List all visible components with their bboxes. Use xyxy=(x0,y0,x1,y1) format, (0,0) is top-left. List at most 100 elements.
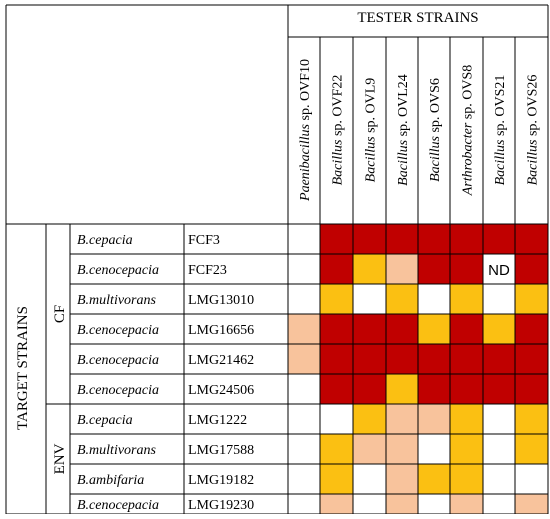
heatmap-cell xyxy=(515,314,548,344)
target-species: B.cepacia xyxy=(77,413,133,428)
heatmap-cell xyxy=(288,434,320,464)
heatmap-cell xyxy=(483,344,515,374)
heatmap-cell xyxy=(386,224,418,254)
tester-strains-title: TESTER STRAINS xyxy=(357,10,478,26)
tester-strain-header: Bacillus sp. OVL9 xyxy=(364,78,379,183)
heatmap-cell xyxy=(353,344,386,374)
target-group-labels: CF ENV xyxy=(52,305,68,475)
heatmap-cell xyxy=(515,254,548,284)
target-strain-id: LMG13010 xyxy=(188,293,254,308)
heatmap-cell xyxy=(288,464,320,494)
heatmap-cell xyxy=(450,494,483,514)
target-strain-id: LMG16656 xyxy=(188,323,254,338)
heatmap-cell xyxy=(483,404,515,434)
heatmap-cell xyxy=(353,314,386,344)
target-species: B.cepacia xyxy=(77,233,133,248)
target-strain-id: LMG24506 xyxy=(188,383,254,398)
target-strains-title: TARGET STRAINS xyxy=(15,306,31,430)
target-strain-rows: B.cepacia FCF3 B.cenocepacia FCF23 B.multivo… xyxy=(77,233,254,513)
target-species: B.multivorans xyxy=(77,293,156,308)
target-species: B.cenocepacia xyxy=(77,323,159,338)
tester-strain-headers: Paenibacillus sp. OVF10 Bacillus sp. OVF2… xyxy=(298,59,541,202)
heatmap-cell xyxy=(418,434,450,464)
heatmap-cell xyxy=(386,404,418,434)
heatmap-cell xyxy=(515,374,548,404)
heatmap-cell xyxy=(320,284,353,314)
target-species: B.cenocepacia xyxy=(77,353,159,368)
tester-strain-header: Bacillus sp. OVF22 xyxy=(331,75,346,186)
heatmap-cell xyxy=(288,254,320,284)
heatmap-cell xyxy=(450,284,483,314)
heatmap-cell xyxy=(288,344,320,374)
heatmap-cell xyxy=(483,434,515,464)
heatmap-cell xyxy=(288,404,320,434)
heatmap-cell xyxy=(483,374,515,404)
heatmap-cell xyxy=(515,284,548,314)
heatmap-cell xyxy=(450,434,483,464)
tester-strain-header: Bacillus sp. OVS26 xyxy=(526,75,541,186)
tester-strain-header: Paenibacillus sp. OVF10 xyxy=(298,59,313,202)
target-strain-id: LMG17588 xyxy=(188,443,254,458)
target-strain-id: FCF23 xyxy=(188,263,227,278)
heatmap-cell xyxy=(320,344,353,374)
heatmap-cell xyxy=(320,494,353,514)
heatmap-cell xyxy=(450,374,483,404)
tester-strain-header: Bacillus sp. OVL24 xyxy=(396,74,411,186)
target-strain-id: LMG21462 xyxy=(188,353,254,368)
tester-strain-header: Arthrobacter sp. OVS8 xyxy=(461,65,476,197)
heatmap-cell xyxy=(353,464,386,494)
cell-value: ND xyxy=(488,262,510,279)
target-strain-id: LMG19182 xyxy=(188,473,254,488)
heatmap-cell xyxy=(353,254,386,284)
heatmap-cell xyxy=(320,404,353,434)
heatmap-cell xyxy=(515,224,548,254)
heatmap-cell xyxy=(386,374,418,404)
heatmap-cell xyxy=(288,284,320,314)
heatmap-cell xyxy=(418,404,450,434)
heatmap-cell xyxy=(483,224,515,254)
heatmap-cell xyxy=(450,344,483,374)
heatmap-cell xyxy=(288,374,320,404)
heatmap-cell xyxy=(353,434,386,464)
heatmap-cell xyxy=(386,434,418,464)
heatmap-cell xyxy=(450,314,483,344)
target-group-label: CF xyxy=(52,305,68,323)
heatmap-cell xyxy=(418,254,450,284)
heatmap-cell xyxy=(483,464,515,494)
heatmap-cell xyxy=(320,374,353,404)
heatmap-cell xyxy=(386,254,418,284)
heatmap-cell xyxy=(515,494,548,514)
heatmap-cell xyxy=(353,224,386,254)
heatmap-cell xyxy=(320,464,353,494)
heatmap-cell xyxy=(483,254,515,284)
heatmap-cell xyxy=(418,344,450,374)
heatmap-cell xyxy=(515,464,548,494)
heatmap-cell xyxy=(483,494,515,514)
tester-strain-header: Bacillus sp. OVS21 xyxy=(493,75,508,186)
heatmap-cell xyxy=(515,344,548,374)
heatmap-cell xyxy=(515,404,548,434)
heatmap-cell xyxy=(386,284,418,314)
target-strain-id: FCF3 xyxy=(188,233,220,248)
heatmap-cell xyxy=(483,314,515,344)
heatmap-cell xyxy=(288,494,320,514)
target-species: B.cenocepacia xyxy=(77,383,159,398)
heatmap-cell xyxy=(320,224,353,254)
heatmap-cell xyxy=(288,314,320,344)
heatmap-cell xyxy=(418,494,450,514)
target-strain-id: LMG19230 xyxy=(188,498,254,513)
heatmap-cell xyxy=(450,404,483,434)
heatmap-cell xyxy=(386,314,418,344)
heatmap-cell xyxy=(418,284,450,314)
heatmap-cell xyxy=(320,434,353,464)
heatmap-cell xyxy=(386,494,418,514)
heatmap-cell xyxy=(353,284,386,314)
heatmap-cell xyxy=(288,224,320,254)
heatmap-cell xyxy=(386,344,418,374)
heatmap-cell xyxy=(450,224,483,254)
heatmap-cell xyxy=(353,494,386,514)
heatmap-cell xyxy=(450,464,483,494)
heatmap-cell xyxy=(418,464,450,494)
heatmap-cell xyxy=(515,434,548,464)
